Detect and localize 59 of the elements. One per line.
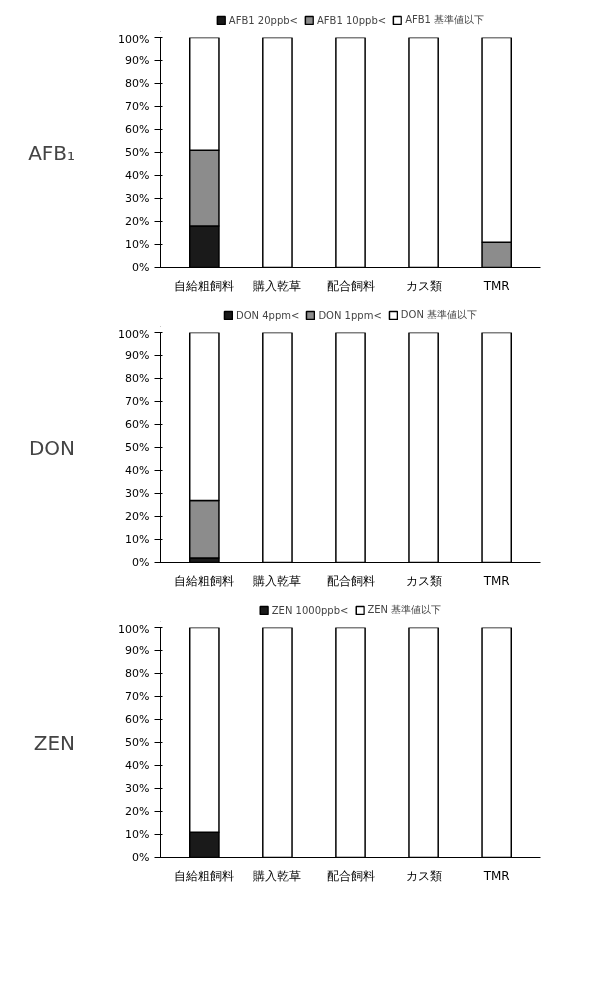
y-tick-label: 10% [125, 533, 150, 546]
y-tick-label: 40% [125, 169, 150, 182]
y-tick-label: 10% [125, 828, 150, 841]
x-tick-label: カス類 [405, 868, 442, 883]
x-tick-label: 配合飼料 [326, 868, 375, 883]
legend-label: DON 基準値以下 [400, 308, 478, 322]
y-tick-label: 60% [125, 123, 150, 136]
y-axis-title: AFB₁ [28, 140, 76, 165]
legend-label: DON 4ppm< [235, 309, 300, 321]
x-tick-label: 購入乾草 [253, 278, 302, 293]
x-tick-label: 自給粗飼料 [174, 278, 235, 293]
x-tick-label: 購入乾草 [253, 868, 302, 883]
y-tick-label: 80% [125, 77, 150, 90]
x-tick-label: TMR [482, 573, 510, 588]
y-tick-label: 20% [125, 215, 150, 228]
y-tick-label: 100% [118, 622, 150, 636]
y-tick-label: 30% [125, 192, 150, 205]
y-tick-label: 0% [132, 261, 150, 274]
x-tick-label: 配合飼料 [326, 573, 375, 588]
y-tick-label: 0% [132, 851, 150, 864]
y-tick-label: 0% [132, 556, 150, 569]
legend-label: AFB1 基準値以下 [405, 13, 485, 27]
x-tick-label: カス類 [405, 573, 442, 588]
legend-label: DON 1ppm< [318, 309, 382, 321]
y-tick-label: 50% [125, 441, 150, 454]
x-tick-label: TMR [482, 868, 510, 883]
y-tick-label: 80% [125, 372, 150, 385]
y-axis-title: DON [28, 435, 76, 460]
legend-label: AFB1 10ppb< [317, 14, 387, 26]
y-tick-label: 90% [125, 349, 150, 362]
y-tick-label: 80% [125, 667, 150, 680]
y-tick-label: 70% [125, 690, 150, 703]
y-tick-label: 90% [125, 644, 150, 657]
x-tick-label: TMR [482, 278, 510, 293]
x-tick-label: 自給粗飼料 [174, 868, 235, 883]
y-tick-label: 10% [125, 238, 150, 251]
y-tick-label: 50% [125, 736, 150, 749]
y-tick-label: 100% [118, 327, 150, 341]
x-tick-label: 自給粗飼料 [174, 573, 235, 588]
y-tick-label: 20% [125, 805, 150, 818]
x-tick-label: 購入乾草 [253, 573, 302, 588]
y-tick-label: 70% [125, 395, 150, 408]
x-tick-label: カス類 [405, 278, 442, 293]
y-axis-title: ZEN [33, 730, 76, 755]
y-tick-label: 40% [125, 464, 150, 477]
y-tick-label: 60% [125, 418, 150, 431]
y-tick-label: 40% [125, 759, 150, 772]
y-tick-label: 90% [125, 54, 150, 67]
y-tick-label: 20% [125, 510, 150, 523]
y-tick-label: 50% [125, 146, 150, 159]
y-tick-label: 60% [125, 713, 150, 726]
y-tick-label: 100% [118, 32, 150, 46]
x-tick-label: 配合飼料 [326, 278, 375, 293]
legend-label: AFB1 20ppb< [228, 14, 298, 26]
y-tick-label: 70% [125, 100, 150, 113]
legend-label: ZEN 1000ppb< [271, 604, 349, 616]
y-tick-label: 30% [125, 782, 150, 795]
y-tick-label: 30% [125, 487, 150, 500]
legend-label: ZEN 基準値以下 [367, 603, 442, 617]
